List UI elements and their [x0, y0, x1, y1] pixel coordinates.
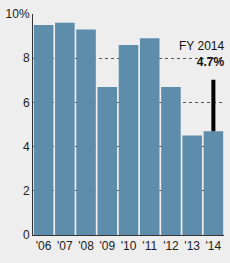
svg-text:8: 8	[23, 51, 30, 65]
svg-text:4: 4	[23, 140, 30, 154]
svg-text:'12: '12	[163, 239, 179, 253]
svg-text:'08: '08	[78, 239, 94, 253]
svg-text:6: 6	[23, 96, 30, 110]
svg-text:'13: '13	[184, 239, 200, 253]
svg-text:0: 0	[23, 228, 30, 242]
svg-text:10%: 10%	[6, 7, 30, 21]
svg-text:'10: '10	[121, 239, 137, 253]
svg-text:FY 20144.7%: FY 20144.7%	[179, 39, 224, 69]
svg-text:'07: '07	[57, 239, 73, 253]
svg-text:2: 2	[23, 184, 30, 198]
svg-text:'14: '14	[206, 239, 222, 253]
svg-text:'06: '06	[36, 239, 52, 253]
svg-text:'09: '09	[99, 239, 115, 253]
svg-text:'11: '11	[142, 239, 157, 253]
